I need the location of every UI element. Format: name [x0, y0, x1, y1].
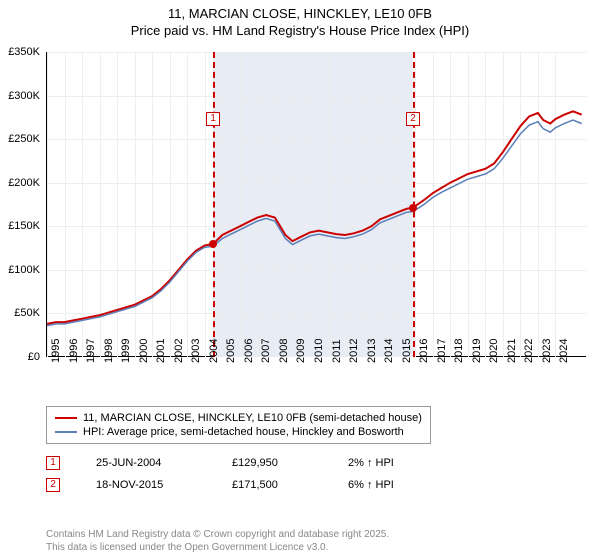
event-row: 1 25-JUN-2004 £129,950 2% ↑ HPI: [46, 452, 394, 474]
chart-area: 12 £0£50K£100K£150K£200K£250K£300K£350K1…: [46, 52, 586, 390]
event-delta: 2% ↑ HPI: [348, 457, 394, 469]
y-axis-label: £250K: [8, 133, 40, 145]
event-date: 25-JUN-2004: [96, 457, 196, 469]
plot-region: 12: [46, 52, 586, 357]
footer-attribution: Contains HM Land Registry data © Crown c…: [46, 528, 389, 554]
y-axis-label: £350K: [8, 46, 40, 58]
event-num-box: 1: [46, 456, 60, 470]
x-axis-label: 2019: [471, 339, 483, 363]
x-axis-label: 1997: [85, 339, 97, 363]
footer-line-2: This data is licensed under the Open Gov…: [46, 541, 389, 554]
x-axis-label: 2016: [418, 339, 430, 363]
y-axis-label: £200K: [8, 177, 40, 189]
event-price: £129,950: [232, 457, 312, 469]
x-axis-label: 2024: [558, 339, 570, 363]
x-axis-label: 2015: [401, 339, 413, 363]
x-axis-label: 2006: [243, 339, 255, 363]
legend-swatch: [55, 431, 77, 433]
x-axis-label: 2005: [225, 339, 237, 363]
x-axis-label: 2001: [155, 339, 167, 363]
legend-swatch: [55, 417, 77, 419]
marker-dot: [209, 240, 217, 248]
marker-dot: [409, 204, 417, 212]
x-axis-label: 2010: [313, 339, 325, 363]
y-axis-label: £0: [28, 351, 40, 363]
y-axis-label: £150K: [8, 220, 40, 232]
legend-row: HPI: Average price, semi-detached house,…: [55, 425, 422, 439]
x-axis-label: 2011: [331, 339, 343, 363]
x-axis-label: 2018: [453, 339, 465, 363]
legend: 11, MARCIAN CLOSE, HINCKLEY, LE10 0FB (s…: [46, 406, 431, 444]
x-axis-label: 1996: [68, 339, 80, 363]
x-axis-label: 2022: [523, 339, 535, 363]
series-svg: [47, 52, 587, 357]
legend-label: 11, MARCIAN CLOSE, HINCKLEY, LE10 0FB (s…: [83, 412, 422, 424]
x-axis-label: 1998: [103, 339, 115, 363]
x-axis-label: 1995: [50, 339, 62, 363]
x-axis-label: 2002: [173, 339, 185, 363]
title-line-1: 11, MARCIAN CLOSE, HINCKLEY, LE10 0FB: [0, 6, 600, 23]
x-axis-label: 2017: [436, 339, 448, 363]
y-axis-label: £300K: [8, 90, 40, 102]
x-axis-label: 2003: [190, 339, 202, 363]
event-price: £171,500: [232, 479, 312, 491]
event-table: 1 25-JUN-2004 £129,950 2% ↑ HPI 2 18-NOV-2015…: [46, 452, 394, 496]
x-axis-label: 2004: [208, 339, 220, 363]
series-line-hpi: [47, 120, 582, 326]
y-axis-label: £50K: [14, 307, 40, 319]
event-row: 2 18-NOV-2015 £171,500 6% ↑ HPI: [46, 474, 394, 496]
x-axis-label: 2023: [541, 339, 553, 363]
x-axis-label: 1999: [120, 339, 132, 363]
title-line-2: Price paid vs. HM Land Registry's House …: [0, 23, 600, 40]
footer-line-1: Contains HM Land Registry data © Crown c…: [46, 528, 389, 541]
event-num-box: 2: [46, 478, 60, 492]
x-axis-label: 2021: [506, 339, 518, 363]
event-delta: 6% ↑ HPI: [348, 479, 394, 491]
x-axis-label: 2013: [366, 339, 378, 363]
legend-label: HPI: Average price, semi-detached house,…: [83, 426, 404, 438]
x-axis-label: 2020: [488, 339, 500, 363]
y-axis-label: £100K: [8, 264, 40, 276]
event-date: 18-NOV-2015: [96, 479, 196, 491]
chart-title: 11, MARCIAN CLOSE, HINCKLEY, LE10 0FB Pr…: [0, 0, 600, 40]
series-line-property: [47, 111, 582, 324]
x-axis-label: 2009: [295, 339, 307, 363]
x-axis-label: 2000: [138, 339, 150, 363]
legend-row: 11, MARCIAN CLOSE, HINCKLEY, LE10 0FB (s…: [55, 411, 422, 425]
x-axis-label: 2008: [278, 339, 290, 363]
x-axis-label: 2012: [348, 339, 360, 363]
x-axis-label: 2014: [383, 339, 395, 363]
x-axis-label: 2007: [260, 339, 272, 363]
